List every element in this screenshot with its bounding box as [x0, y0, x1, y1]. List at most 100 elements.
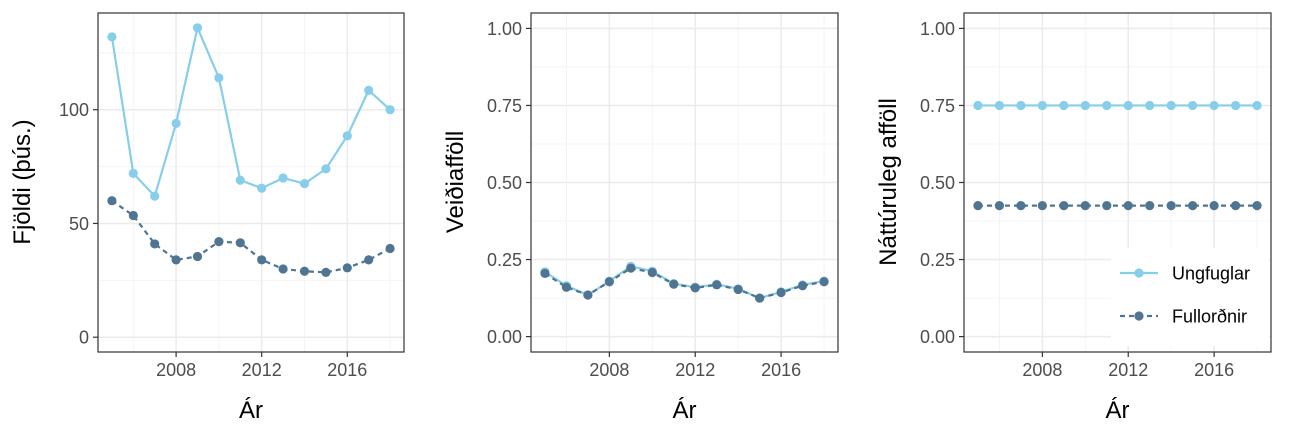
panel-3-point-ungfuglar — [1230, 100, 1241, 111]
panel-3-point-fullordnir — [1016, 201, 1026, 211]
panel-1-point-ungfuglar — [107, 32, 117, 42]
panel-1-point-fullordnir — [321, 267, 331, 277]
panel-1-point-fullordnir — [150, 239, 160, 249]
panel-3-point-fullordnir — [994, 201, 1005, 211]
panel-1-point-fullordnir — [214, 237, 224, 247]
panel-3-point-ungfuglar — [973, 100, 983, 111]
panel-2-y-axis-title: Veiðiafföll — [442, 131, 469, 233]
panel-3-point-fullordnir — [1230, 201, 1241, 211]
panel-2-y-tick-label: 0.50 — [487, 173, 522, 193]
panel-2-y-tick-label: 1.00 — [487, 19, 522, 39]
panel-1: 2008 2012 2016 0 50 100 Ár Fjöldi (þús.) — [9, 12, 405, 424]
panel-3-y-tick-label: 1.00 — [920, 19, 955, 39]
panel-2-x-tick-label: 2016 — [761, 360, 801, 380]
panel-2-y-tick-label: 0.25 — [487, 250, 522, 270]
panel-1-y-tick-label: 100 — [59, 100, 89, 120]
panel-1-point-fullordnir — [107, 196, 117, 206]
panel-1-point-ungfuglar — [128, 168, 138, 178]
panel-2-x-tick-label: 2012 — [675, 360, 715, 380]
panel-3-point-ungfuglar — [1209, 100, 1219, 111]
panel-3-point-fullordnir — [1123, 201, 1133, 211]
panel-1-point-ungfuglar — [364, 85, 374, 95]
panel-3-x-tick-label: 2008 — [1022, 360, 1062, 380]
panel-3-point-ungfuglar — [1252, 100, 1262, 111]
panel-3-y-tick-label: 0.00 — [920, 327, 955, 347]
panel-3-point-ungfuglar — [1145, 100, 1155, 111]
legend-key-point-ungfuglar — [1134, 268, 1144, 278]
panel-2-x-tick-label: 2008 — [589, 360, 629, 380]
panel-2-point-fullordnir — [690, 283, 700, 293]
panel-2-x-axis-title: Ár — [673, 397, 697, 424]
panel-1-x-axis-title: Ár — [239, 397, 263, 424]
panel-1-point-ungfuglar — [342, 131, 352, 141]
legend-background — [1111, 248, 1269, 346]
panel-3-point-fullordnir — [1080, 201, 1090, 211]
panel-1-point-ungfuglar — [235, 175, 245, 185]
panel-1-point-ungfuglar — [150, 191, 160, 201]
panel-3-point-ungfuglar — [1037, 100, 1047, 111]
panel-3-point-ungfuglar — [1080, 100, 1090, 111]
panel-3-point-fullordnir — [1209, 201, 1219, 211]
panel-3-point-ungfuglar — [994, 100, 1005, 111]
panel-2-point-fullordnir — [755, 293, 765, 303]
panel-2-point-fullordnir — [712, 280, 722, 290]
panel-1-y-tick-label: 50 — [69, 214, 89, 234]
panel-2-point-fullordnir — [540, 268, 550, 279]
panel-1-point-fullordnir — [192, 251, 203, 262]
panel-2-point-fullordnir — [776, 287, 786, 298]
panel-1-y-tick-label: 0 — [79, 328, 89, 348]
panel-1-x-tick-label: 2012 — [242, 360, 282, 380]
panel-1-point-fullordnir — [128, 210, 138, 221]
panel-3-x-axis-title: Ár — [1106, 397, 1130, 424]
panel-2: 2008 2012 2016 0.00 0.25 0.50 0.75 1.00 Ár Veiðia… — [442, 12, 839, 424]
panel-2-y-tick-label: 0.75 — [487, 96, 522, 116]
legend: Ungfuglar Fullorðnir — [1111, 248, 1269, 346]
panel-3-y-tick-label: 0.50 — [920, 173, 955, 193]
panel-3-x-tick-label: 2016 — [1194, 360, 1234, 380]
panel-1-point-ungfuglar — [171, 118, 181, 128]
panel-2-point-fullordnir — [604, 277, 614, 287]
panel-3-point-ungfuglar — [1102, 100, 1112, 111]
panel-3-point-fullordnir — [1145, 201, 1155, 211]
panel-2-y-tick-label: 0.00 — [487, 327, 522, 347]
panel-1-x-tick-label: 2016 — [327, 360, 367, 380]
panel-3-point-fullordnir — [1188, 201, 1198, 211]
panel-2-point-fullordnir — [797, 281, 808, 291]
panel-1-point-ungfuglar — [321, 164, 331, 174]
panel-1-point-ungfuglar — [192, 23, 203, 33]
panel-1-border — [97, 12, 405, 353]
panel-2-point-fullordnir — [583, 290, 593, 300]
panel-3-point-fullordnir — [1102, 201, 1112, 211]
panel-3-point-ungfuglar — [1059, 100, 1069, 111]
panel-2-point-fullordnir — [669, 279, 679, 289]
panel-3-point-ungfuglar — [1188, 100, 1198, 111]
panel-3-point-ungfuglar — [1166, 100, 1176, 111]
panel-3-point-fullordnir — [1166, 201, 1176, 211]
panel-3-point-ungfuglar — [1123, 100, 1133, 111]
panel-1-background — [98, 13, 404, 352]
panel-1-point-fullordnir — [342, 263, 352, 273]
panel-1-point-fullordnir — [235, 238, 245, 248]
panel-3-point-fullordnir — [973, 201, 983, 211]
panel-3-x-tick-label: 2012 — [1108, 360, 1148, 380]
panel-1-point-fullordnir — [171, 255, 181, 265]
panel-3-point-ungfuglar — [1016, 100, 1026, 111]
panel-2-point-fullordnir — [647, 267, 657, 278]
panel-3-point-fullordnir — [1037, 201, 1047, 211]
panel-1-point-fullordnir — [278, 264, 288, 274]
panel-3-y-tick-label: 0.75 — [920, 96, 955, 116]
panel-1-point-fullordnir — [364, 255, 374, 265]
panel-2-point-fullordnir — [626, 263, 636, 273]
panel-1-y-axis-title: Fjöldi (þús.) — [9, 119, 36, 244]
panel-1-point-ungfuglar — [385, 105, 395, 115]
panel-1-point-fullordnir — [299, 266, 310, 276]
panel-1-point-ungfuglar — [214, 73, 224, 83]
panel-3-point-fullordnir — [1252, 201, 1262, 211]
panel-1-point-fullordnir — [385, 243, 395, 254]
panel-2-point-fullordnir — [819, 277, 829, 287]
panel-2-point-fullordnir — [561, 282, 572, 292]
panel-3-y-tick-label: 0.25 — [920, 250, 955, 270]
panel-2-point-fullordnir — [733, 284, 743, 295]
panel-1-point-ungfuglar — [278, 173, 288, 183]
